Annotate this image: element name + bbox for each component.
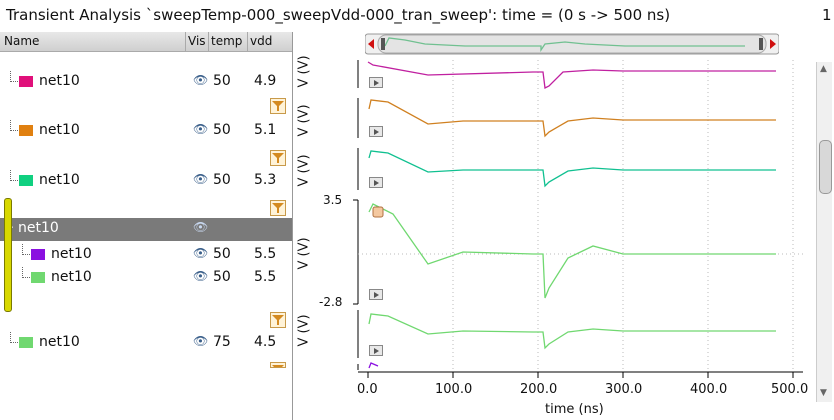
tree-row[interactable]: net10 👁 50 5.3 [0, 170, 292, 192]
eye-icon[interactable]: 👁 [193, 73, 209, 87]
color-swatch [19, 76, 33, 87]
tree-row[interactable]: net10 👁 50 4.9 [0, 71, 292, 93]
zoom-scrollbar[interactable] [365, 32, 779, 56]
x-tick-label: 300.0 [605, 382, 643, 397]
y-axis-label: V (V) [296, 154, 312, 187]
vertical-scrollbar[interactable]: ▲ ▼ [816, 62, 832, 402]
tree-row[interactable]: net10 👁 75 4.5 [0, 332, 292, 354]
group-bracket [4, 198, 12, 312]
y-axis-label: V (V) [296, 237, 312, 270]
scroll-right-icon [770, 39, 776, 49]
x-tick-label: 400.0 [690, 382, 728, 397]
temp-value: 50 [213, 122, 231, 138]
window-title-right: 1 [822, 6, 832, 24]
panel-splitter[interactable] [292, 32, 293, 420]
eye-icon[interactable]: 👁 [193, 220, 209, 234]
scrollbar-thumb[interactable] [819, 140, 832, 194]
eye-icon[interactable]: 👁 [193, 334, 209, 348]
vdd-value: 5.1 [254, 122, 277, 138]
header-vdd[interactable]: vdd [250, 34, 273, 48]
marker-icon [372, 206, 384, 218]
window-title: Transient Analysis `sweepTemp-000_sweepV… [6, 6, 671, 24]
x-tick-label: 200.0 [520, 382, 558, 397]
waveform-plots[interactable] [293, 32, 816, 420]
y-axis-max: 3.5 [323, 193, 343, 207]
signal-name: net10 [39, 122, 80, 138]
tree-row[interactable]: net10 👁 50 5.5 [0, 244, 292, 266]
x-tick-label: 0.0 [357, 382, 378, 397]
play-icon[interactable] [369, 177, 383, 188]
vdd-value: 4.5 [254, 334, 277, 350]
temp-value: 50 [213, 246, 231, 262]
header-name[interactable]: Name [4, 34, 40, 48]
color-swatch [31, 249, 45, 260]
y-axis-label: V (V) [296, 55, 312, 88]
vdd-value: 5.3 [254, 172, 277, 188]
funnel-icon[interactable] [270, 150, 286, 166]
funnel-icon[interactable] [270, 312, 286, 328]
color-swatch [19, 125, 33, 136]
funnel-icon[interactable] [270, 98, 286, 114]
eye-icon[interactable]: 👁 [193, 246, 209, 260]
vdd-value: 5.5 [254, 246, 277, 262]
header-vis[interactable]: Vis [188, 34, 206, 48]
y-axis-label: V (V) [296, 104, 312, 137]
zoom-handle-left [381, 38, 385, 50]
color-swatch [19, 337, 33, 348]
tree-header: Name Vis temp vdd [0, 32, 292, 52]
waveform-panel: V (V) V (V) V (V) V (V) V (V) 3.5 -2.8 0… [293, 32, 834, 420]
color-swatch [19, 175, 33, 186]
signal-name: net10 [51, 246, 92, 262]
color-swatch [31, 272, 45, 283]
tree-group-row-selected[interactable]: − net10 👁 [0, 218, 292, 241]
play-icon[interactable] [369, 77, 383, 88]
scroll-left-icon [368, 39, 374, 49]
signal-name: net10 [39, 172, 80, 188]
zoom-handle-right [759, 38, 763, 50]
group-name: net10 [18, 220, 59, 236]
play-icon[interactable] [369, 126, 383, 137]
signal-name: net10 [39, 334, 80, 350]
x-tick-label: 100.0 [435, 382, 473, 397]
tree-row[interactable]: net10 👁 50 5.1 [0, 120, 292, 142]
vdd-value: 5.5 [254, 269, 277, 285]
header-temp[interactable]: temp [211, 34, 243, 48]
x-tick-label: 500.0 [771, 382, 809, 397]
eye-icon[interactable]: 👁 [193, 122, 209, 136]
signal-name: net10 [39, 73, 80, 89]
y-axis-label: V (V) [296, 314, 312, 347]
signal-name: net10 [51, 269, 92, 285]
funnel-icon[interactable] [270, 200, 286, 216]
vdd-value: 4.9 [254, 73, 277, 89]
eye-icon[interactable]: 👁 [193, 172, 209, 186]
scroll-up-icon[interactable]: ▲ [820, 64, 827, 74]
temp-value: 50 [213, 172, 231, 188]
funnel-icon[interactable] [270, 362, 286, 368]
x-axis-title: time (ns) [545, 402, 604, 417]
temp-value: 50 [213, 269, 231, 285]
temp-value: 75 [213, 334, 231, 350]
temp-value: 50 [213, 73, 231, 89]
scroll-down-icon[interactable]: ▼ [820, 388, 827, 398]
signal-tree-panel: Name Vis temp vdd net10 👁 50 4.9 net10 👁… [0, 32, 292, 420]
tree-row[interactable]: net10 👁 50 5.5 [0, 267, 292, 289]
play-icon[interactable] [369, 289, 383, 300]
y-axis-min: -2.8 [319, 295, 343, 309]
eye-icon[interactable]: 👁 [193, 269, 209, 283]
play-icon[interactable] [369, 345, 383, 356]
